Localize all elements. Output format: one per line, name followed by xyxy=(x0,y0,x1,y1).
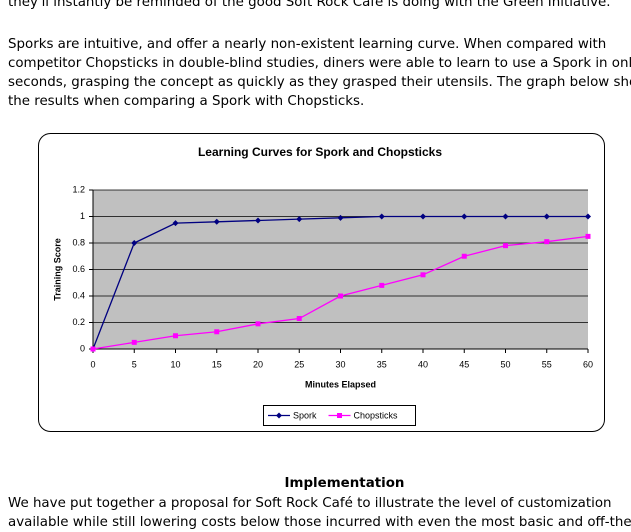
marker xyxy=(90,346,96,352)
y-tick-label: 1.2 xyxy=(72,184,85,194)
x-tick-label: 20 xyxy=(253,359,263,369)
text-line: available while still lowering costs bel… xyxy=(8,515,631,530)
text-line: competitor Chopsticks in double-blind st… xyxy=(8,56,631,71)
text-line: seconds, grasping the concept as quickly… xyxy=(8,75,631,90)
y-tick-label: 0.4 xyxy=(72,290,85,300)
marker xyxy=(131,339,137,345)
y-tick-label: 1 xyxy=(80,211,85,221)
y-axis-label: Training Score xyxy=(52,238,62,301)
marker xyxy=(173,333,178,339)
marker xyxy=(337,214,344,221)
x-tick-label: 30 xyxy=(335,359,345,369)
x-tick-label: 15 xyxy=(212,359,222,369)
text-line: the results when comparing a Spork with … xyxy=(8,94,365,109)
marker xyxy=(255,321,261,327)
y-tick-label: 0.6 xyxy=(72,264,85,274)
marker xyxy=(461,213,468,220)
marker xyxy=(213,218,220,225)
marker xyxy=(544,239,550,245)
text-line: Sporks are intuitive, and offer a nearly… xyxy=(8,37,607,52)
x-tick-label: 45 xyxy=(459,359,469,369)
x-axis-label: Minutes Elapsed xyxy=(305,379,376,389)
x-tick-label: 0 xyxy=(90,359,95,369)
marker xyxy=(420,272,426,278)
text-line: they'll instantly be reminded of the goo… xyxy=(8,0,611,10)
y-tick-label: 0.2 xyxy=(72,317,85,327)
marker xyxy=(276,412,282,419)
marker xyxy=(255,217,261,224)
marker xyxy=(337,413,343,418)
chart: Learning Curves for Spork and Chopsticks… xyxy=(38,133,605,432)
text-line: We have put together a proposal for Soft… xyxy=(8,496,612,511)
y-tick-label: 0.8 xyxy=(72,237,85,247)
legend-label: Spork xyxy=(293,410,317,420)
x-tick-label: 50 xyxy=(500,359,510,369)
y-tick-label: 0 xyxy=(80,343,85,353)
marker xyxy=(461,253,467,259)
x-tick-label: 25 xyxy=(294,359,304,369)
x-tick-label: 55 xyxy=(542,359,552,369)
marker xyxy=(585,233,591,239)
marker xyxy=(585,213,591,220)
marker xyxy=(131,240,138,246)
marker xyxy=(214,329,220,335)
chart-title: Learning Curves for Spork and Chopsticks xyxy=(198,145,442,159)
legend-label: Chopsticks xyxy=(354,410,399,420)
marker xyxy=(543,213,550,220)
marker xyxy=(420,213,426,220)
x-tick-label: 40 xyxy=(418,359,428,369)
marker xyxy=(338,293,343,299)
x-tick-label: 60 xyxy=(583,359,593,369)
marker xyxy=(503,243,508,249)
marker xyxy=(379,282,385,288)
x-tick-label: 35 xyxy=(377,359,387,369)
marker xyxy=(378,213,385,220)
heading: Implementation xyxy=(284,476,405,491)
x-tick-label: 10 xyxy=(170,359,180,369)
marker xyxy=(172,220,179,227)
marker xyxy=(296,316,302,322)
marker xyxy=(296,216,303,223)
x-tick-label: 5 xyxy=(132,359,137,369)
marker xyxy=(502,213,509,220)
